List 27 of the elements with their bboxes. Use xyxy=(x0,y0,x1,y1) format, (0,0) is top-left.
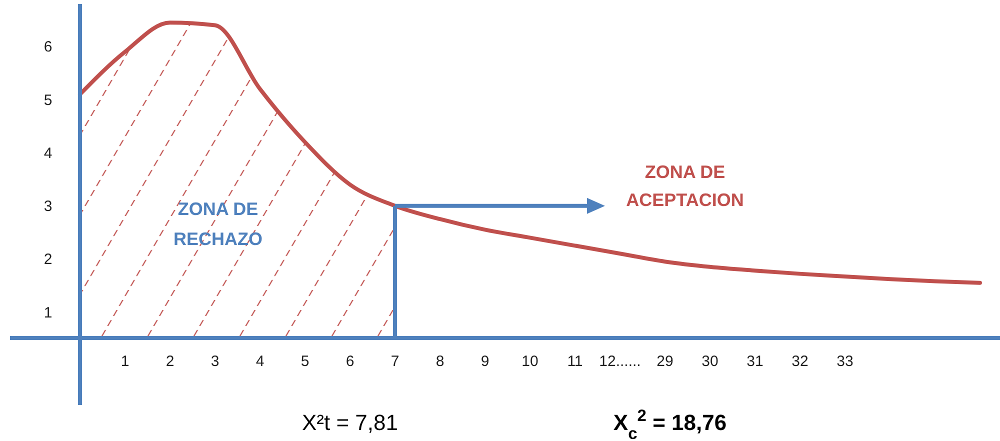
annotation: ZONA DE RECHAZO xyxy=(174,199,262,249)
text: X²t = 7,81 xyxy=(302,410,398,435)
x-tick-label: 32 xyxy=(792,353,808,370)
x-tick-label: 29 xyxy=(656,353,674,370)
y-tick-label: 2 xyxy=(44,251,52,268)
x-tick-label: 33 xyxy=(836,353,854,370)
y-tick-label: 1 xyxy=(44,304,52,322)
x-tick-label: 30 xyxy=(702,353,718,370)
x-tick-label: 1 xyxy=(120,353,130,370)
text: X$_{c}$$^{2}$ = 18,76 xyxy=(613,407,727,441)
y-tick-label: 6 xyxy=(44,38,52,56)
x-tick-label: 4 xyxy=(256,353,264,370)
x-tick-label: 31 xyxy=(746,353,764,370)
x-tick-label: 12...... xyxy=(599,353,641,370)
annotation: ZONA DE ACEPTACION xyxy=(626,162,744,210)
y-tick-label: 4 xyxy=(44,144,52,162)
x-tick-label: 2 xyxy=(166,353,174,370)
x-tick-label: 5 xyxy=(300,353,310,370)
x-tick-label: 6 xyxy=(346,353,354,370)
x-tick-label: 10 xyxy=(522,353,538,370)
y-tick-label: 3 xyxy=(44,198,52,216)
x-tick-label: 3 xyxy=(210,353,220,370)
x-tick-label: 9 xyxy=(480,353,490,370)
x-tick-label: 8 xyxy=(436,353,444,370)
y-tick-label: 5 xyxy=(44,92,52,109)
x-tick-label: 11 xyxy=(567,353,583,370)
x-tick-label: 7 xyxy=(390,353,400,370)
